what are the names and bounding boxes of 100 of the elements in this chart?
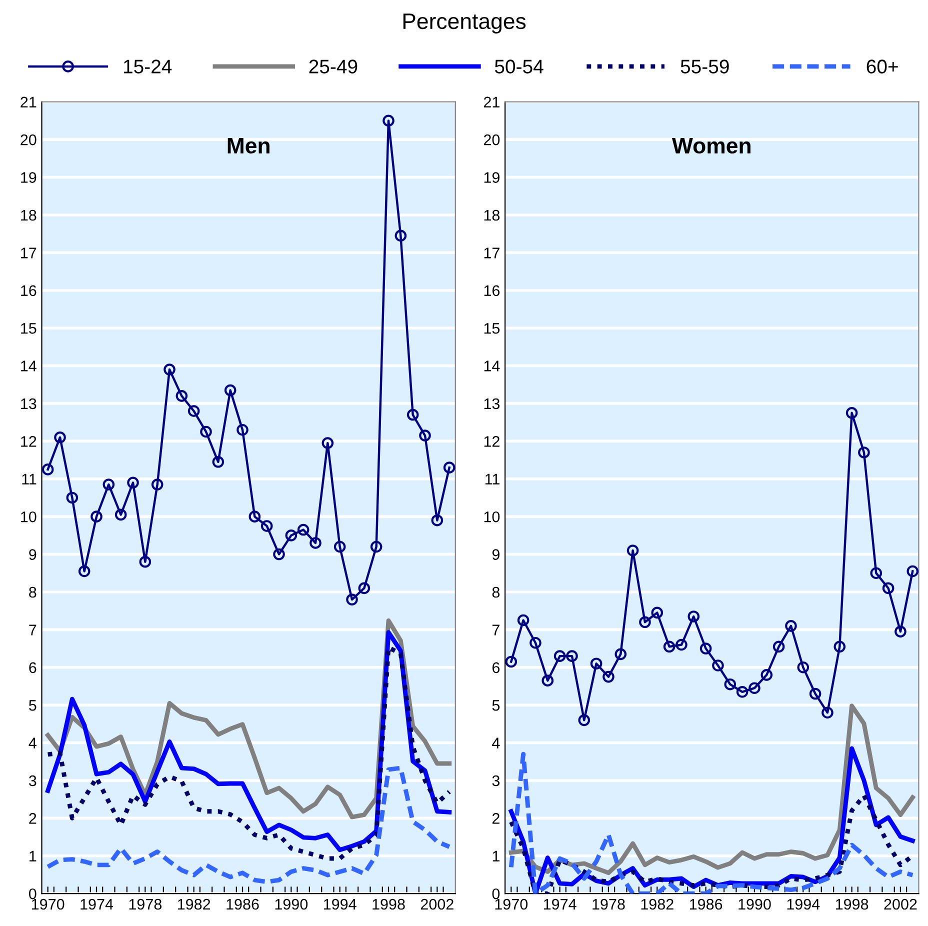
point bbox=[906, 565, 919, 578]
point bbox=[273, 548, 285, 560]
point bbox=[176, 390, 188, 402]
point bbox=[358, 582, 370, 594]
y-tick-label: 0 bbox=[492, 888, 500, 900]
point bbox=[530, 636, 542, 649]
legend-label: 25-49 bbox=[309, 60, 358, 74]
point bbox=[712, 660, 724, 672]
y-tick-label: 7 bbox=[492, 624, 500, 636]
point bbox=[151, 478, 164, 490]
point bbox=[334, 540, 346, 553]
point bbox=[188, 405, 200, 417]
point bbox=[554, 650, 566, 662]
y-tick-label: 17 bbox=[21, 248, 36, 258]
point bbox=[224, 384, 236, 396]
y-tick-label: 16 bbox=[484, 285, 500, 296]
point bbox=[882, 582, 894, 594]
point bbox=[382, 114, 394, 127]
y-tick-label: 18 bbox=[21, 210, 36, 221]
x-tick-label: 1974 bbox=[80, 898, 114, 910]
x-tick-label: 1994 bbox=[324, 898, 356, 910]
point bbox=[846, 406, 858, 419]
point bbox=[797, 661, 810, 674]
point bbox=[542, 674, 554, 686]
point bbox=[310, 537, 322, 549]
point bbox=[834, 640, 846, 653]
y-tick-label: 10 bbox=[21, 511, 36, 522]
y-tick-label: 18 bbox=[484, 210, 500, 221]
point bbox=[42, 464, 54, 476]
point bbox=[236, 424, 248, 436]
point bbox=[505, 656, 518, 668]
x-tick-label: 1998 bbox=[372, 898, 405, 910]
point bbox=[724, 678, 736, 690]
line-series bbox=[508, 704, 915, 876]
y-tick-label: 6 bbox=[29, 662, 36, 674]
legend-label: 50-54 bbox=[494, 60, 544, 74]
x-tick-label: 1978 bbox=[129, 898, 162, 910]
legend-label: 60+ bbox=[866, 60, 898, 74]
y-tick-label: 1 bbox=[492, 850, 500, 862]
y-tick-label: 12 bbox=[484, 436, 500, 447]
point bbox=[651, 606, 664, 619]
line-series bbox=[46, 766, 452, 884]
point bbox=[822, 706, 834, 719]
point bbox=[809, 688, 822, 700]
text: Women bbox=[672, 138, 750, 154]
y-tick-label: 14 bbox=[21, 360, 36, 372]
x-tick-label: 1990 bbox=[738, 898, 771, 910]
point bbox=[260, 520, 273, 532]
point bbox=[590, 658, 602, 670]
point bbox=[78, 565, 90, 578]
point bbox=[688, 610, 700, 622]
point bbox=[297, 524, 310, 536]
y-tick-label: 20 bbox=[20, 134, 36, 146]
point bbox=[602, 670, 614, 683]
legend-label: 55-59 bbox=[680, 60, 729, 74]
y-tick-label: 15 bbox=[484, 323, 500, 334]
y-tick-label: 3 bbox=[28, 775, 36, 786]
point bbox=[736, 686, 748, 698]
point bbox=[346, 594, 358, 606]
point bbox=[639, 616, 651, 628]
y-tick-label: 13 bbox=[484, 398, 500, 410]
point bbox=[200, 426, 212, 438]
point bbox=[127, 476, 139, 489]
y-tick-label: 17 bbox=[484, 248, 500, 258]
x-tick-label: 1974 bbox=[544, 898, 576, 910]
point bbox=[566, 650, 578, 662]
x-tick-label: 1982 bbox=[641, 898, 674, 910]
point bbox=[443, 462, 456, 474]
text: Men bbox=[228, 138, 270, 154]
x-tick-label: 1986 bbox=[690, 898, 722, 910]
point bbox=[700, 642, 712, 654]
x-tick-label: 1970 bbox=[495, 898, 528, 910]
point bbox=[626, 544, 639, 556]
point bbox=[578, 714, 590, 726]
point bbox=[248, 510, 261, 522]
x-tick-label: 1994 bbox=[787, 898, 820, 910]
y-axis-title: Percentages bbox=[403, 14, 526, 34]
x-tick-label: 1990 bbox=[275, 898, 308, 910]
point bbox=[394, 230, 407, 242]
y-tick-label: 0 bbox=[29, 888, 36, 900]
y-tick-label: 14 bbox=[484, 360, 500, 372]
y-tick-label: 2 bbox=[492, 813, 500, 824]
y-tick-label: 4 bbox=[492, 738, 500, 748]
point bbox=[90, 510, 102, 522]
point bbox=[431, 514, 444, 526]
point bbox=[760, 669, 773, 681]
y-tick-label: 13 bbox=[21, 398, 36, 410]
point bbox=[870, 567, 882, 580]
y-tick-label: 8 bbox=[492, 586, 500, 598]
point bbox=[858, 446, 870, 458]
point bbox=[406, 408, 419, 421]
point bbox=[54, 431, 66, 444]
y-tick-label: 5 bbox=[492, 700, 500, 711]
y-tick-label: 11 bbox=[22, 474, 36, 484]
point bbox=[748, 682, 760, 694]
point bbox=[322, 437, 334, 449]
y-tick-label: 11 bbox=[486, 474, 500, 484]
y-tick-label: 6 bbox=[492, 662, 500, 674]
y-tick-label: 2 bbox=[29, 813, 36, 824]
y-tick-label: 21 bbox=[484, 96, 500, 108]
